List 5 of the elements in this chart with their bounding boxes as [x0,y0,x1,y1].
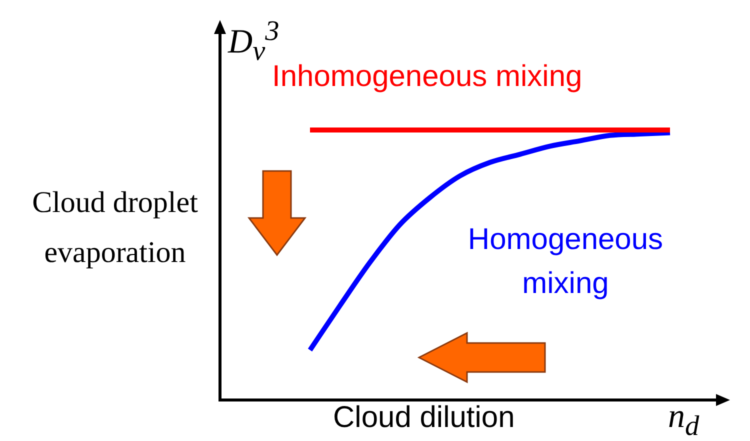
x-axis-title: n$_{d}$ [668,398,700,441]
series-label: Homogeneous mixing [466,222,664,302]
series-label: Inhomogeneous mixing [272,60,582,93]
text: Cloud dilution [333,401,515,434]
text: Cloud droplet evaporation [31,185,199,271]
